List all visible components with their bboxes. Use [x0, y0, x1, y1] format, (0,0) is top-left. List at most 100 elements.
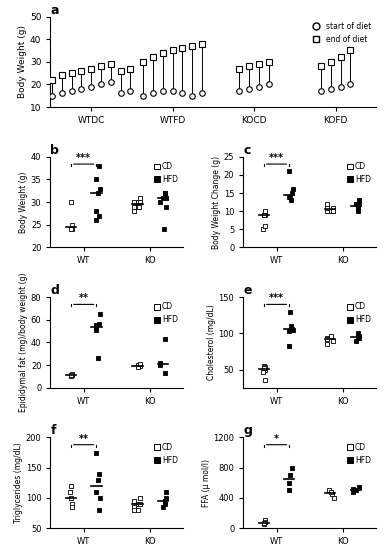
- Point: [131, 505, 137, 514]
- Point: [262, 207, 268, 216]
- Point: [93, 175, 99, 184]
- Point: [355, 329, 361, 338]
- Point: [289, 463, 295, 472]
- Point: [286, 327, 292, 336]
- Point: [328, 207, 334, 216]
- Point: [96, 320, 102, 329]
- Point: [260, 367, 266, 376]
- Point: [137, 493, 144, 502]
- Point: [262, 221, 268, 230]
- Point: [93, 326, 99, 334]
- Point: [96, 505, 102, 514]
- Legend: start of diet, end of diet: start of diet, end of diet: [307, 20, 372, 45]
- Text: ***: ***: [76, 153, 91, 163]
- Y-axis label: Cholesterol (mg/dL): Cholesterol (mg/dL): [207, 305, 216, 380]
- Point: [135, 197, 141, 206]
- Text: g: g: [243, 425, 252, 437]
- Point: [350, 487, 356, 496]
- Point: [136, 202, 142, 211]
- Point: [163, 193, 170, 202]
- Text: **: **: [79, 294, 89, 304]
- Point: [162, 368, 168, 377]
- Point: [261, 364, 267, 372]
- Point: [137, 197, 143, 206]
- Point: [69, 221, 75, 229]
- Point: [68, 493, 74, 502]
- Point: [353, 200, 359, 208]
- Point: [262, 518, 268, 526]
- Point: [286, 307, 293, 316]
- Point: [68, 197, 74, 206]
- Point: [93, 487, 99, 496]
- Point: [97, 310, 103, 318]
- Text: a: a: [50, 3, 59, 16]
- Text: c: c: [243, 144, 251, 157]
- Point: [67, 487, 73, 496]
- Point: [96, 211, 102, 220]
- Point: [95, 162, 102, 170]
- Point: [324, 333, 330, 342]
- Text: f: f: [50, 425, 56, 437]
- Point: [97, 493, 103, 502]
- Text: e: e: [243, 284, 252, 297]
- Point: [355, 334, 361, 343]
- Text: **: **: [79, 434, 89, 444]
- Y-axis label: Triglycerides (mg/dL): Triglycerides (mg/dL): [14, 442, 23, 523]
- Point: [286, 478, 292, 487]
- Point: [324, 207, 330, 216]
- Point: [356, 333, 362, 342]
- Point: [355, 203, 361, 212]
- Point: [162, 497, 168, 505]
- Point: [131, 202, 137, 211]
- Point: [94, 354, 100, 362]
- Point: [286, 342, 292, 351]
- Point: [289, 185, 296, 194]
- Point: [289, 324, 295, 333]
- Point: [94, 475, 100, 484]
- Point: [326, 486, 333, 494]
- Legend: CD, HFD: CD, HFD: [152, 301, 180, 326]
- Point: [350, 485, 356, 493]
- Point: [163, 493, 169, 502]
- Point: [353, 336, 359, 345]
- Point: [69, 499, 76, 508]
- Point: [356, 482, 362, 491]
- Point: [162, 334, 168, 343]
- Point: [93, 448, 99, 457]
- Point: [132, 197, 138, 206]
- Point: [329, 490, 336, 498]
- Point: [69, 225, 76, 234]
- Legend: CD, HFD: CD, HFD: [345, 301, 372, 326]
- Point: [330, 203, 336, 212]
- Text: ***: ***: [269, 153, 284, 163]
- Point: [135, 202, 141, 211]
- Legend: CD, HFD: CD, HFD: [345, 161, 372, 185]
- Point: [286, 192, 292, 201]
- Text: *: *: [274, 434, 279, 444]
- Point: [324, 200, 331, 208]
- Point: [69, 503, 75, 512]
- Point: [288, 322, 294, 331]
- Point: [355, 200, 362, 208]
- Point: [262, 365, 268, 374]
- Point: [355, 331, 362, 340]
- Point: [93, 321, 99, 330]
- Point: [93, 323, 99, 332]
- Point: [159, 503, 166, 512]
- Y-axis label: Body Weight (g): Body Weight (g): [19, 172, 28, 233]
- Text: b: b: [50, 144, 59, 157]
- Point: [355, 203, 361, 212]
- Point: [288, 471, 294, 480]
- Point: [135, 361, 141, 370]
- Point: [132, 497, 138, 505]
- Point: [159, 193, 166, 202]
- Y-axis label: FFA (μ mol/l): FFA (μ mol/l): [201, 459, 211, 507]
- Point: [289, 326, 296, 334]
- Point: [286, 192, 293, 201]
- Point: [156, 361, 163, 370]
- Point: [327, 487, 334, 496]
- Point: [157, 360, 163, 368]
- Point: [135, 363, 141, 372]
- Point: [135, 499, 141, 508]
- Point: [329, 207, 336, 216]
